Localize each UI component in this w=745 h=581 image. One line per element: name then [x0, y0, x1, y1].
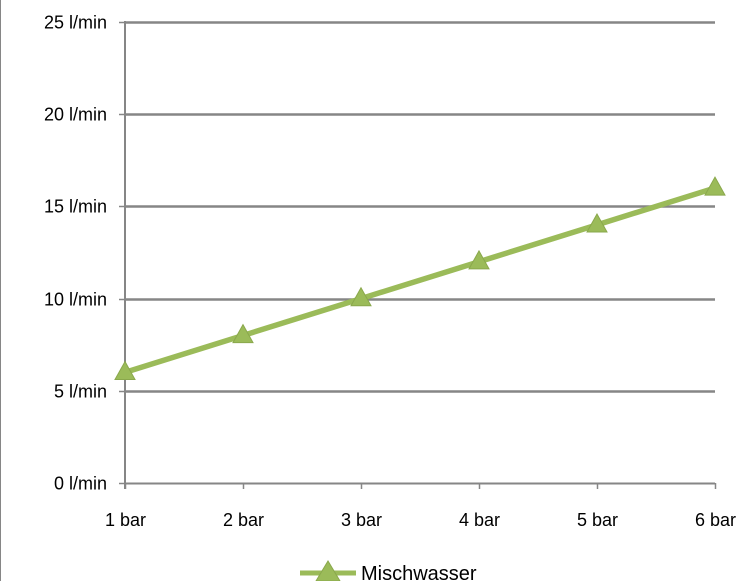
- y-tick-label: 15 l/min: [44, 197, 107, 217]
- series-line-0: [122, 185, 718, 376]
- gridlines: [125, 21, 715, 393]
- data-point-marker: [468, 249, 490, 270]
- y-tick-label: 20 l/min: [44, 105, 107, 125]
- y-tick-label: 25 l/min: [44, 13, 107, 33]
- x-tick-label: 6 bar: [695, 510, 736, 530]
- y-tick-label: 0 l/min: [54, 474, 107, 494]
- legend-triangle-marker: [315, 560, 341, 581]
- data-point-marker: [232, 323, 254, 344]
- axes: [119, 21, 717, 489]
- y-tick-label: 10 l/min: [44, 290, 107, 310]
- x-tick-label: 5 bar: [577, 510, 618, 530]
- x-tick-label: 1 bar: [105, 510, 146, 530]
- x-tick-label: 4 bar: [459, 510, 500, 530]
- legend-entry-mischwasser: Mischwasser: [361, 563, 477, 581]
- x-tick-label: 3 bar: [341, 510, 382, 530]
- x-axis-tick-labels: 1 bar 2 bar 3 bar 4 bar 5 bar 6 bar: [105, 510, 736, 530]
- data-point-marker: [350, 286, 372, 307]
- y-tick-label: 5 l/min: [54, 382, 107, 402]
- legend: Mischwasser: [300, 560, 477, 581]
- data-point-marker: [114, 360, 136, 381]
- data-point-marker: [586, 213, 608, 233]
- data-point-marker: [704, 176, 726, 196]
- y-axis-tick-labels: 0 l/min 5 l/min 10 l/min 15 l/min 20 l/min 25…: [44, 13, 107, 494]
- series-group: [114, 176, 726, 381]
- x-tick-label: 2 bar: [223, 510, 264, 530]
